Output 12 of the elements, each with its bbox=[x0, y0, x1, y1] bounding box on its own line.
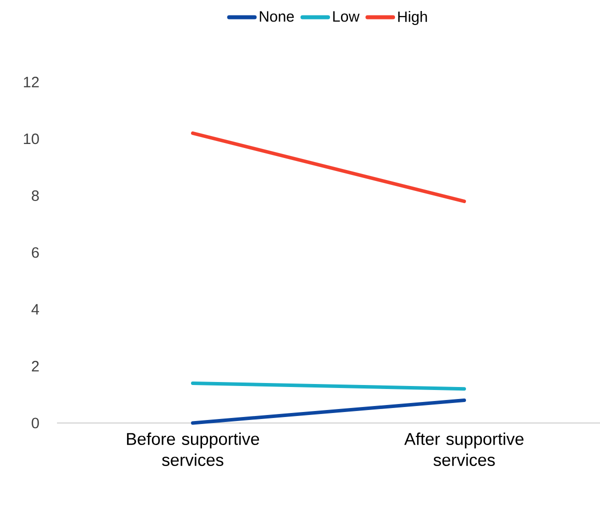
y-tick-label: 2 bbox=[32, 360, 39, 372]
y-tick-label: 12 bbox=[24, 76, 39, 88]
x-tick-label: Before supportive services bbox=[127, 432, 260, 466]
y-tick-label: 8 bbox=[32, 190, 39, 201]
y-tick-label: 4 bbox=[31, 304, 40, 314]
y-tick-label: 6 bbox=[32, 247, 39, 258]
legend-label: Low bbox=[333, 11, 360, 22]
x-tick-label: After supportive services bbox=[404, 432, 524, 466]
legend-label: None bbox=[260, 11, 294, 22]
y-tick-label: 0 bbox=[32, 418, 39, 428]
y-tick-label: 10 bbox=[24, 134, 39, 144]
legend-label: High bbox=[398, 11, 427, 25]
